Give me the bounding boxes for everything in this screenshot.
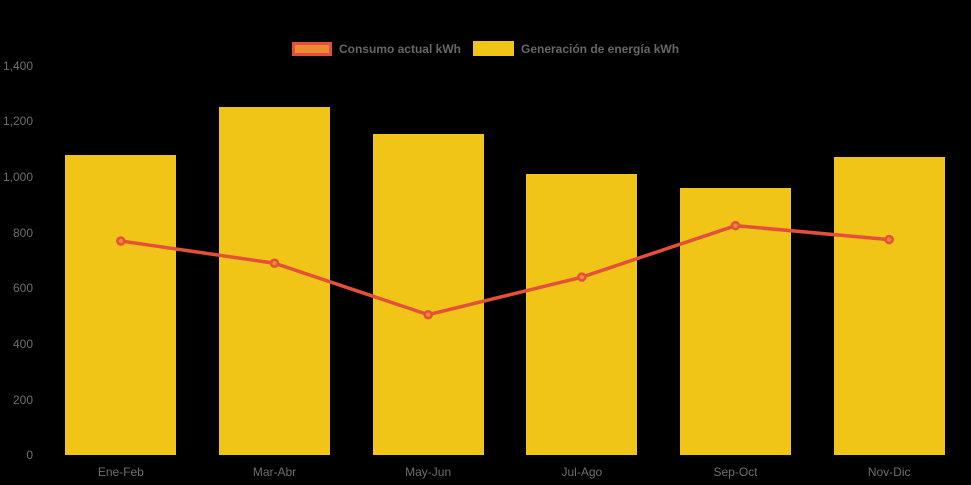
consumo-point-nov-dic[interactable] (884, 234, 894, 245)
x-axis-category-label: May-Jun (405, 465, 452, 479)
consumo-actual-swatch (291, 41, 332, 56)
column-sep-oct[interactable] (680, 188, 791, 456)
x-axis-category-label: Sep-Oct (713, 465, 758, 479)
y-axis-tick-label: 400 (12, 336, 33, 351)
y-axis-tick-label: 600 (12, 281, 33, 296)
consumo-point-may-jun[interactable] (423, 309, 433, 320)
consumo-point-jul-ago[interactable] (577, 272, 587, 282)
y-axis-tick-label: 1,400 (2, 58, 33, 73)
legend-item-generacion-energia[interactable]: Generación de energía kWh (472, 41, 680, 56)
consumo-actual-line (120, 223, 890, 317)
column-ene-feb[interactable] (65, 154, 177, 456)
consumo-point-sep-oct[interactable] (730, 220, 741, 231)
x-axis-category-label: Ene-Feb (97, 465, 144, 479)
x-axis-category-label: Jul-Ago (561, 465, 603, 479)
generacion-energia-swatch (472, 41, 514, 56)
legend-item-consumo-actual[interactable]: Consumo actual kWh (291, 41, 461, 56)
legend: Consumo actual kWh Generación de energía… (0, 41, 971, 56)
column-jul-ago[interactable] (526, 174, 638, 456)
column-may-jun[interactable] (372, 133, 484, 456)
y-axis-tick-label: 1,200 (2, 114, 33, 129)
legend-label-generacion-energia: Generación de energía kWh (520, 41, 680, 56)
y-axis-tick-label: 0 (26, 448, 33, 463)
consumo-point-mar-abr[interactable] (269, 258, 280, 268)
y-axis-tick-label: 1,000 (2, 169, 33, 184)
column-mar-abr[interactable] (219, 107, 330, 456)
y-axis-tick-label: 800 (12, 225, 33, 240)
y-axis-tick-label: 200 (12, 392, 33, 407)
consumo-point-ene-feb[interactable] (116, 236, 126, 246)
legend-label-consumo-actual: Consumo actual kWh (338, 41, 461, 56)
x-axis-category-label: Nov-Dic (867, 465, 911, 479)
column-nov-dic[interactable] (833, 157, 945, 456)
x-axis-category-label: Mar-Abr (252, 465, 297, 479)
